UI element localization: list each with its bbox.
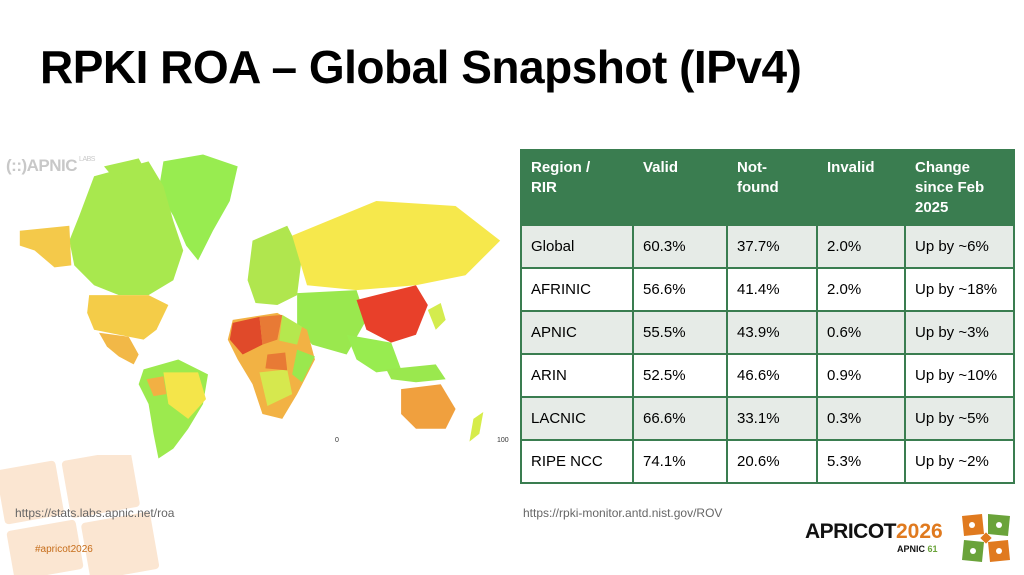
table-row: LACNIC 66.6% 33.1% 0.3% Up by ~5% <box>520 396 1015 441</box>
table-row: ARIN 52.5% 46.6% 0.9% Up by ~10% <box>520 353 1015 398</box>
cell-not-found: 43.9% <box>726 310 818 355</box>
brand-sub-apnic: APNIC <box>897 544 926 554</box>
header-region: Region / RIR <box>520 149 634 226</box>
table-row: APNIC 55.5% 43.9% 0.6% Up by ~3% <box>520 310 1015 355</box>
cell-region: RIPE NCC <box>520 439 634 484</box>
header-valid: Valid <box>632 149 728 226</box>
cell-invalid: 0.9% <box>816 353 906 398</box>
watermark-labs: LABS <box>79 156 95 163</box>
cell-valid: 55.5% <box>632 310 728 355</box>
cell-change: Up by ~6% <box>904 224 1015 269</box>
scale-max-label: 100 <box>497 437 509 444</box>
cell-not-found: 46.6% <box>726 353 818 398</box>
watermark-brand: (::)APNIC <box>6 156 78 175</box>
table-row: RIPE NCC 74.1% 20.6% 5.3% Up by ~2% <box>520 439 1015 484</box>
cell-region: APNIC <box>520 310 634 355</box>
roa-table: Region / RIR Valid Not-found Invalid Chan… <box>520 149 1015 484</box>
cell-valid: 56.6% <box>632 267 728 312</box>
cell-change: Up by ~5% <box>904 396 1015 441</box>
cell-invalid: 0.6% <box>816 310 906 355</box>
cell-invalid: 2.0% <box>816 267 906 312</box>
cell-not-found: 37.7% <box>726 224 818 269</box>
world-map <box>0 145 515 465</box>
cell-region: LACNIC <box>520 396 634 441</box>
decorative-pattern-icon <box>0 455 160 575</box>
cell-change: Up by ~3% <box>904 310 1015 355</box>
cell-not-found: 33.1% <box>726 396 818 441</box>
cell-change: Up by ~10% <box>904 353 1015 398</box>
hashtag: #apricot2026 <box>35 544 93 555</box>
table-row: Global 60.3% 37.7% 2.0% Up by ~6% <box>520 224 1015 269</box>
brand-sub-number: 61 <box>927 544 938 554</box>
cell-not-found: 20.6% <box>726 439 818 484</box>
table-source-link[interactable]: https://rpki-monitor.antd.nist.gov/ROV <box>523 506 723 520</box>
scale-min-label: 0 <box>335 437 339 444</box>
header-change: Change since Feb 2025 <box>904 149 1015 226</box>
cell-change: Up by ~18% <box>904 267 1015 312</box>
brand-year: 2026 <box>896 520 943 543</box>
cell-not-found: 41.4% <box>726 267 818 312</box>
cell-invalid: 0.3% <box>816 396 906 441</box>
cell-invalid: 2.0% <box>816 224 906 269</box>
cell-change: Up by ~2% <box>904 439 1015 484</box>
header-invalid: Invalid <box>816 149 906 226</box>
brand-sub: APNIC 61 <box>897 544 938 554</box>
slide-title: RPKI ROA – Global Snapshot (IPv4) <box>40 41 802 93</box>
cell-valid: 66.6% <box>632 396 728 441</box>
cell-valid: 52.5% <box>632 353 728 398</box>
cell-valid: 74.1% <box>632 439 728 484</box>
cell-region: AFRINIC <box>520 267 634 312</box>
cell-region: Global <box>520 224 634 269</box>
apricot-brand: APRICOT2026 APNIC 61 <box>805 520 943 554</box>
apnic-labs-watermark: (::)APNIC LABS <box>6 156 95 176</box>
cell-region: ARIN <box>520 353 634 398</box>
map-source-link[interactable]: https://stats.labs.apnic.net/roa <box>15 506 175 520</box>
header-not-found: Not-found <box>726 149 818 226</box>
world-map-choropleth-icon <box>19 154 501 459</box>
table-header-row: Region / RIR Valid Not-found Invalid Chan… <box>520 149 1015 226</box>
cell-valid: 60.3% <box>632 224 728 269</box>
apricot-logo-icon <box>962 514 1010 562</box>
cell-invalid: 5.3% <box>816 439 906 484</box>
brand-name: APRICOT <box>805 520 897 543</box>
table-row: AFRINIC 56.6% 41.4% 2.0% Up by ~18% <box>520 267 1015 312</box>
